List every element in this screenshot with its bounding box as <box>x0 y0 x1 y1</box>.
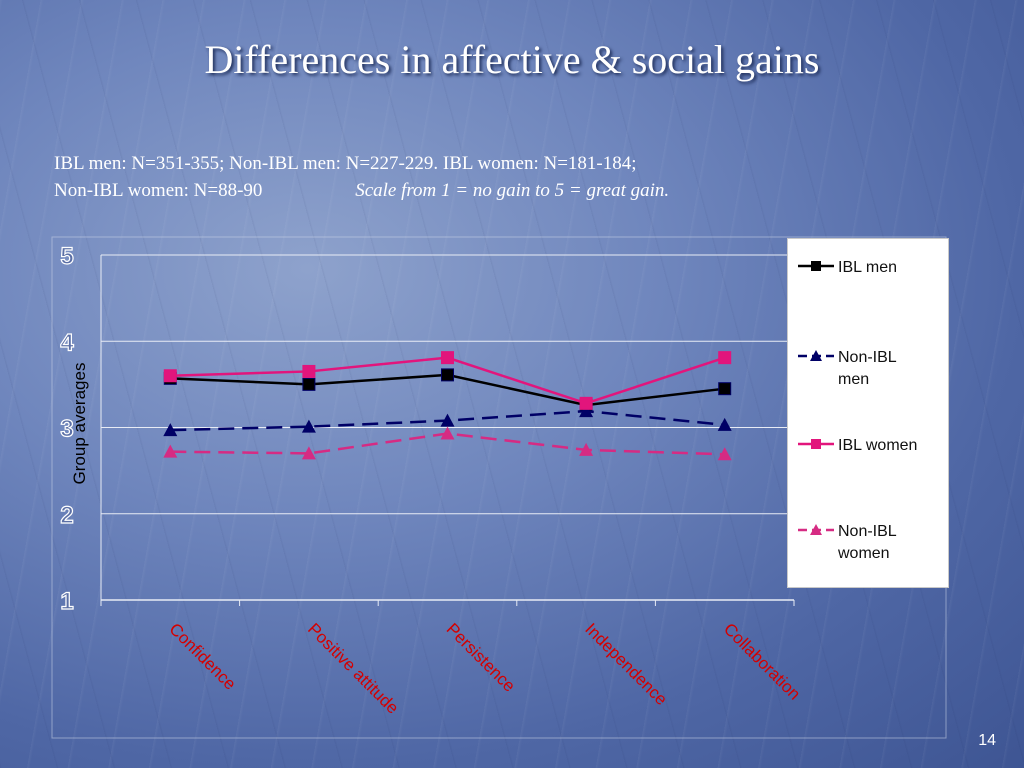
slide-subtitle: IBL men: N=351-355; Non-IBL men: N=227-2… <box>54 150 994 204</box>
x-tick-label: Persistence <box>443 619 519 695</box>
legend-swatch <box>798 439 834 449</box>
y-tick-label: 5 <box>60 243 73 270</box>
data-point <box>440 426 455 440</box>
data-point <box>441 368 454 382</box>
legend-marker <box>811 261 821 271</box>
x-tick-label: Positive attitude <box>304 619 402 717</box>
data-point <box>717 447 732 461</box>
legend-swatch <box>798 261 834 271</box>
data-point <box>163 423 178 437</box>
legend-marker <box>810 350 822 361</box>
legend-item: IBL men <box>798 257 943 279</box>
subtitle-sample-size: Non-IBL women: N=88-90 <box>54 180 263 201</box>
y-tick-label: 1 <box>60 588 73 615</box>
legend-marker <box>811 439 821 449</box>
data-point <box>163 369 177 383</box>
data-point <box>718 351 732 365</box>
legend-item: Non-IBL men <box>798 347 943 391</box>
legend-label: Non-IBL men <box>838 349 897 388</box>
legend-item: IBL women <box>798 435 943 457</box>
slide-number: 14 <box>978 732 996 749</box>
chart-legend: IBL men Non-IBL men IBL women Non-IBL women <box>787 238 949 588</box>
series-non-ibl-men <box>163 404 732 437</box>
data-point <box>302 364 316 378</box>
legend-label: IBL men <box>838 259 897 276</box>
legend-swatch <box>798 524 834 535</box>
y-tick-label: 2 <box>60 502 73 529</box>
data-point <box>717 417 732 431</box>
series-ibl-men <box>163 368 732 412</box>
legend-label: IBL women <box>838 437 918 454</box>
subtitle-line-2: Non-IBL women: N=88-90 Scale from 1 = no… <box>54 177 994 204</box>
subtitle-scale-note: Scale from 1 = no gain to 5 = great gain… <box>355 180 670 201</box>
subtitle-line-1: IBL men: N=351-355; Non-IBL men: N=227-2… <box>54 153 637 174</box>
data-point <box>579 442 594 456</box>
slide-title: Differences in affective & social gains <box>204 37 820 82</box>
y-tick-label: 3 <box>60 416 73 443</box>
series-non-ibl-women <box>163 426 732 461</box>
data-point <box>579 396 593 410</box>
legend-marker <box>810 524 822 535</box>
data-point <box>301 419 316 433</box>
data-point <box>579 404 594 418</box>
y-axis-title: Group averages <box>70 363 89 485</box>
data-point <box>163 444 178 458</box>
legend-item: Non-IBL women <box>798 521 943 565</box>
x-tick-label: Collaboration <box>720 619 804 703</box>
data-point <box>718 382 732 396</box>
legend-swatch <box>798 350 834 361</box>
data-point <box>440 413 455 427</box>
legend-label: Non-IBL women <box>838 523 897 562</box>
data-point <box>302 377 316 391</box>
x-tick-label: Independence <box>581 619 671 709</box>
y-tick-label: 4 <box>60 329 74 356</box>
x-tick-label: Confidence <box>165 619 239 693</box>
data-point <box>441 351 454 365</box>
series-ibl-women <box>163 351 732 410</box>
data-point <box>301 446 316 460</box>
